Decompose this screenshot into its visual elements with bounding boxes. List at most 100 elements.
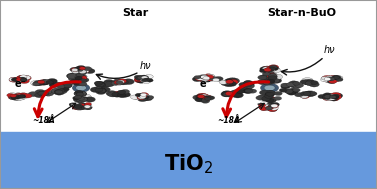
Circle shape (47, 78, 57, 84)
Circle shape (83, 105, 92, 110)
Circle shape (270, 78, 280, 83)
Circle shape (121, 89, 130, 94)
Circle shape (262, 103, 273, 108)
Circle shape (228, 79, 238, 84)
Circle shape (331, 95, 338, 99)
Circle shape (32, 82, 40, 86)
Circle shape (331, 76, 342, 81)
Circle shape (85, 69, 95, 74)
Circle shape (136, 76, 146, 81)
Circle shape (201, 77, 211, 82)
Circle shape (81, 104, 91, 109)
Circle shape (332, 95, 339, 99)
Circle shape (269, 67, 278, 71)
Circle shape (117, 90, 126, 94)
Circle shape (272, 68, 281, 73)
Circle shape (137, 95, 146, 99)
Circle shape (266, 91, 276, 96)
Circle shape (203, 74, 214, 79)
Circle shape (18, 93, 29, 98)
Circle shape (269, 67, 279, 72)
Circle shape (227, 82, 236, 86)
Circle shape (145, 74, 153, 79)
Circle shape (334, 76, 343, 80)
Circle shape (139, 93, 149, 97)
Circle shape (239, 82, 248, 87)
Circle shape (329, 95, 336, 99)
Circle shape (15, 95, 25, 100)
Circle shape (17, 75, 27, 80)
Circle shape (135, 93, 142, 97)
Circle shape (222, 91, 232, 97)
Circle shape (203, 96, 212, 100)
Circle shape (268, 107, 277, 112)
Circle shape (140, 93, 147, 96)
Circle shape (141, 77, 148, 80)
Circle shape (78, 67, 89, 72)
Circle shape (213, 78, 219, 82)
Circle shape (134, 75, 142, 79)
Circle shape (332, 75, 341, 80)
Circle shape (54, 83, 62, 87)
Circle shape (268, 74, 277, 79)
Circle shape (20, 78, 27, 82)
Circle shape (193, 95, 203, 100)
Circle shape (197, 93, 207, 98)
Circle shape (325, 93, 336, 99)
Circle shape (331, 77, 340, 82)
Circle shape (8, 93, 17, 97)
Circle shape (323, 78, 331, 82)
Circle shape (57, 84, 65, 88)
Text: hν: hν (324, 45, 336, 55)
Circle shape (81, 104, 91, 109)
Circle shape (136, 78, 146, 83)
Circle shape (17, 78, 26, 83)
Circle shape (260, 105, 270, 111)
Circle shape (244, 81, 254, 86)
Text: Star-n-BuO: Star-n-BuO (267, 8, 336, 18)
Circle shape (264, 85, 275, 91)
Circle shape (326, 95, 335, 100)
Circle shape (19, 77, 28, 81)
Circle shape (139, 77, 147, 81)
Circle shape (15, 77, 23, 81)
Circle shape (224, 80, 235, 85)
Circle shape (75, 106, 84, 110)
Circle shape (242, 83, 252, 88)
Circle shape (306, 81, 314, 85)
Circle shape (38, 80, 45, 84)
Circle shape (322, 95, 331, 99)
Circle shape (265, 93, 273, 97)
Circle shape (266, 68, 275, 73)
Circle shape (322, 95, 332, 100)
Circle shape (327, 76, 336, 80)
Circle shape (267, 68, 275, 72)
Circle shape (268, 104, 275, 107)
Circle shape (106, 91, 117, 96)
Circle shape (78, 97, 85, 100)
Circle shape (268, 67, 276, 71)
Circle shape (223, 92, 232, 97)
Circle shape (114, 81, 121, 84)
Circle shape (77, 102, 86, 107)
Circle shape (326, 77, 336, 82)
Circle shape (262, 96, 270, 101)
Circle shape (267, 74, 276, 78)
Circle shape (74, 91, 83, 96)
Circle shape (130, 95, 139, 99)
Circle shape (293, 88, 300, 92)
Circle shape (72, 80, 80, 84)
Circle shape (329, 95, 339, 100)
Circle shape (9, 96, 17, 100)
Circle shape (137, 76, 144, 79)
Text: Star: Star (123, 8, 149, 18)
Circle shape (266, 92, 275, 96)
Circle shape (143, 96, 153, 101)
Circle shape (72, 81, 80, 85)
Circle shape (11, 95, 19, 99)
Circle shape (300, 94, 310, 98)
Circle shape (55, 90, 63, 94)
Circle shape (138, 96, 147, 101)
Text: TiO$_2$: TiO$_2$ (164, 153, 213, 176)
Circle shape (141, 76, 149, 80)
